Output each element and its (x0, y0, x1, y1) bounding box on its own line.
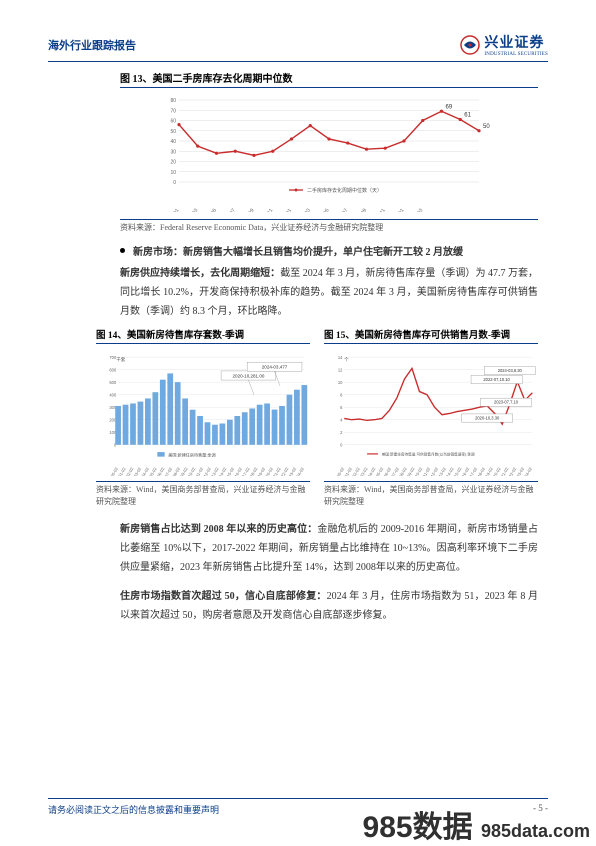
fig14-source: 资料来源：Wind，美国商务部普查局，兴业证券经济与金融研究院整理 (96, 484, 310, 508)
watermark: 985数据 985data.com (363, 802, 590, 846)
fig13-title: 图 13、美国二手房库存去化周期中位数 (120, 70, 548, 85)
brand-sub: INDUSTRIAL SECURITIES (484, 52, 548, 57)
fig14-title: 图 14、美国新房待售库存套数-季调 (96, 327, 310, 341)
svg-text:60: 60 (170, 119, 176, 125)
para3-bold: 住房市场指数首次超过 50，信心自底部修复： (120, 591, 327, 602)
svg-text:二手房库存去化周期中位数（天）: 二手房库存去化周期中位数（天） (307, 187, 382, 194)
svg-text:2020-10,3.30: 2020-10,3.30 (475, 415, 500, 420)
svg-text:2024-03,477: 2024-03,477 (262, 365, 288, 370)
bullet-text: 新房市场：新房销售大幅增长且销售均价提升，单户住宅新开工较 2 月放缓 (133, 243, 463, 258)
fig14-chart: 0100200300400500600700千套2000-022001-0220… (96, 343, 310, 482)
svg-text:8: 8 (340, 393, 343, 398)
page-header: 海外行业跟踪报告 兴业证券 INDUSTRIAL SECURITIES (48, 32, 548, 62)
svg-text:2020-10,281.00: 2020-10,281.00 (233, 373, 265, 378)
brand-name: 兴业证券 (484, 32, 548, 52)
svg-text:千套: 千套 (116, 356, 126, 363)
brand-logo: 兴业证券 INDUSTRIAL SECURITIES (460, 32, 548, 57)
fig15-chart: 02468101214个2000-022001-022002-022003-02… (324, 343, 538, 482)
svg-text:400: 400 (109, 393, 117, 398)
svg-text:2023-03: 2023-03 (296, 208, 312, 212)
svg-text:2023-11: 2023-11 (372, 208, 387, 212)
svg-text:80: 80 (170, 98, 176, 104)
svg-text:2022-03: 2022-03 (184, 208, 200, 212)
svg-text:50: 50 (483, 124, 490, 130)
para-share: 新房销售占比达到 2008 年以来的历史高位：金融危机后的 2009-2016 … (120, 520, 538, 577)
svg-text:2023-01: 2023-01 (278, 208, 294, 212)
svg-text:2023-07: 2023-07 (334, 208, 350, 212)
svg-text:40: 40 (170, 139, 176, 145)
svg-text:2024-03,8.30: 2024-03,8.30 (498, 368, 523, 373)
bullet-newhouse: 新房市场：新房销售大幅增长且销售均价提升，单户住宅新开工较 2 月放缓 (120, 243, 538, 258)
svg-text:600: 600 (109, 367, 117, 372)
svg-text:30: 30 (170, 149, 176, 155)
svg-text:10: 10 (170, 170, 176, 176)
bullet-icon (120, 248, 125, 253)
fig13-source: 资料来源：Federal Reserve Economic Data，兴业证券经… (120, 222, 548, 233)
svg-text:69: 69 (446, 104, 453, 110)
svg-text:2023-05: 2023-05 (315, 208, 331, 212)
footer-disclaimer: 请务必阅读正文之后的信息披露和重要声明 (48, 803, 219, 816)
svg-text:2024-01: 2024-01 (390, 208, 406, 212)
fig13-chart: 010203040506070802022-012022-032022-0520… (120, 87, 538, 220)
svg-text:61: 61 (464, 112, 471, 118)
svg-text:0: 0 (340, 443, 343, 448)
svg-text:2023-09: 2023-09 (353, 208, 369, 212)
svg-text:0: 0 (173, 180, 176, 186)
svg-text:14: 14 (338, 355, 343, 360)
svg-text:2022-07: 2022-07 (221, 208, 237, 212)
svg-text:2023-07,7.10: 2023-07,7.10 (494, 400, 519, 405)
svg-text:2022-07,10.10: 2022-07,10.10 (483, 377, 510, 382)
svg-text:10: 10 (338, 380, 343, 385)
svg-text:20: 20 (170, 160, 176, 166)
svg-text:个: 个 (344, 357, 349, 362)
svg-text:70: 70 (170, 108, 176, 114)
fig15-source: 资料来源：Wind，美国商务部普查局，兴业证券经济与金融研究院整理 (324, 484, 538, 508)
para1-bold: 新房供应持续增长，去化周期缩短： (120, 268, 280, 279)
svg-text:6: 6 (340, 405, 343, 410)
svg-text:2022-09: 2022-09 (240, 208, 256, 212)
header-title: 海外行业跟踪报告 (48, 37, 136, 53)
svg-text:50: 50 (170, 129, 176, 135)
svg-text:美国:新建住房待售量:季调: 美国:新建住房待售量:季调 (168, 452, 215, 458)
fig15-title: 图 15、美国新房待售库存可供销售月数-季调 (324, 327, 538, 341)
svg-text:2022-11: 2022-11 (259, 208, 274, 212)
svg-text:2022-01: 2022-01 (165, 208, 181, 212)
svg-text:2024-03: 2024-03 (409, 208, 425, 212)
para-hmi: 住房市场指数首次超过 50，信心自底部修复：2024 年 3 月，住房市场指数为… (120, 587, 538, 625)
watermark-url: 985data.com (481, 821, 590, 841)
svg-text:500: 500 (109, 380, 117, 385)
para-supply: 新房供应持续增长，去化周期缩短：截至 2024 年 3 月，新房待售库存量（季调… (120, 264, 538, 321)
para2-bold: 新房销售占比达到 2008 年以来的历史高位： (120, 524, 317, 535)
svg-text:4: 4 (340, 418, 343, 423)
logo-icon (460, 35, 480, 55)
svg-text:2: 2 (340, 430, 343, 435)
svg-text:美国:新建住房待售量:可供销售月数(以当前销售速率):季调: 美国:新建住房待售量:可供销售月数(以当前销售速率):季调 (382, 452, 475, 457)
watermark-big: 985数据 (363, 811, 473, 844)
svg-text:2022-05: 2022-05 (203, 208, 219, 212)
svg-text:12: 12 (338, 367, 343, 372)
